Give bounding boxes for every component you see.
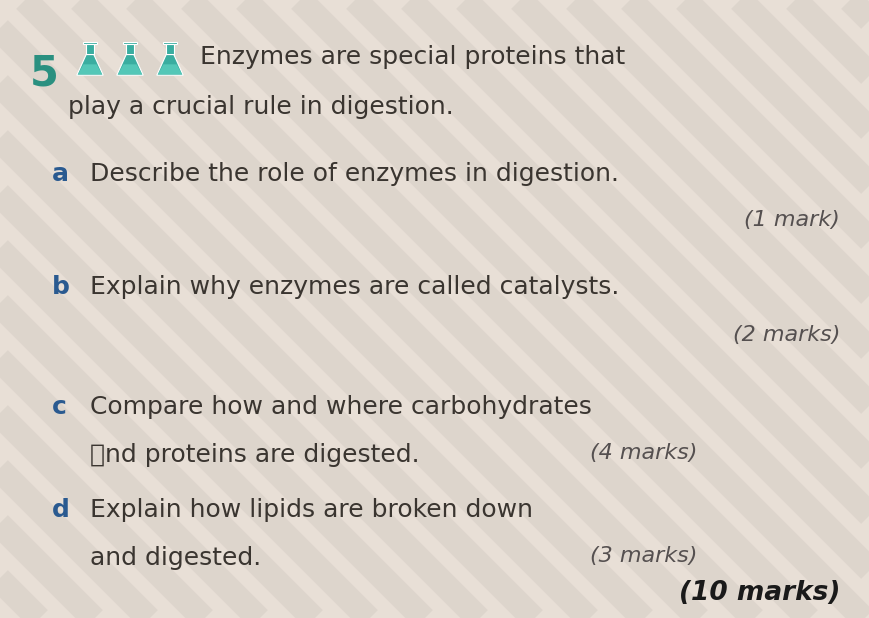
Text: (1 mark): (1 mark) <box>744 210 840 230</box>
Text: d: d <box>52 498 70 522</box>
Bar <box>123 41 136 44</box>
Text: (4 marks): (4 marks) <box>590 443 698 463</box>
Bar <box>163 41 176 44</box>
Text: (10 marks): (10 marks) <box>679 580 840 606</box>
Text: (3 marks): (3 marks) <box>590 546 698 566</box>
Text: c: c <box>52 395 67 419</box>
Text: b: b <box>52 275 70 299</box>
Text: 5: 5 <box>30 52 59 94</box>
Text: 🤚nd proteins are digested.: 🤚nd proteins are digested. <box>90 443 420 467</box>
Text: a: a <box>52 162 69 186</box>
Text: Compare how and where carbohydrates: Compare how and where carbohydrates <box>90 395 592 419</box>
Polygon shape <box>156 54 183 75</box>
Polygon shape <box>78 64 103 75</box>
Bar <box>166 44 174 54</box>
Bar <box>83 41 96 44</box>
Bar <box>126 44 134 54</box>
Text: Enzymes are special proteins that: Enzymes are special proteins that <box>200 45 626 69</box>
Text: (2 marks): (2 marks) <box>733 325 840 345</box>
Bar <box>86 44 94 54</box>
Text: and digested.: and digested. <box>90 546 262 570</box>
Text: Explain why enzymes are called catalysts.: Explain why enzymes are called catalysts… <box>90 275 620 299</box>
Polygon shape <box>76 54 103 75</box>
Text: play a crucial rule in digestion.: play a crucial rule in digestion. <box>68 95 454 119</box>
Polygon shape <box>118 64 143 75</box>
Polygon shape <box>116 54 143 75</box>
Text: Explain how lipids are broken down: Explain how lipids are broken down <box>90 498 533 522</box>
Text: Describe the role of enzymes in digestion.: Describe the role of enzymes in digestio… <box>90 162 619 186</box>
Polygon shape <box>158 64 182 75</box>
